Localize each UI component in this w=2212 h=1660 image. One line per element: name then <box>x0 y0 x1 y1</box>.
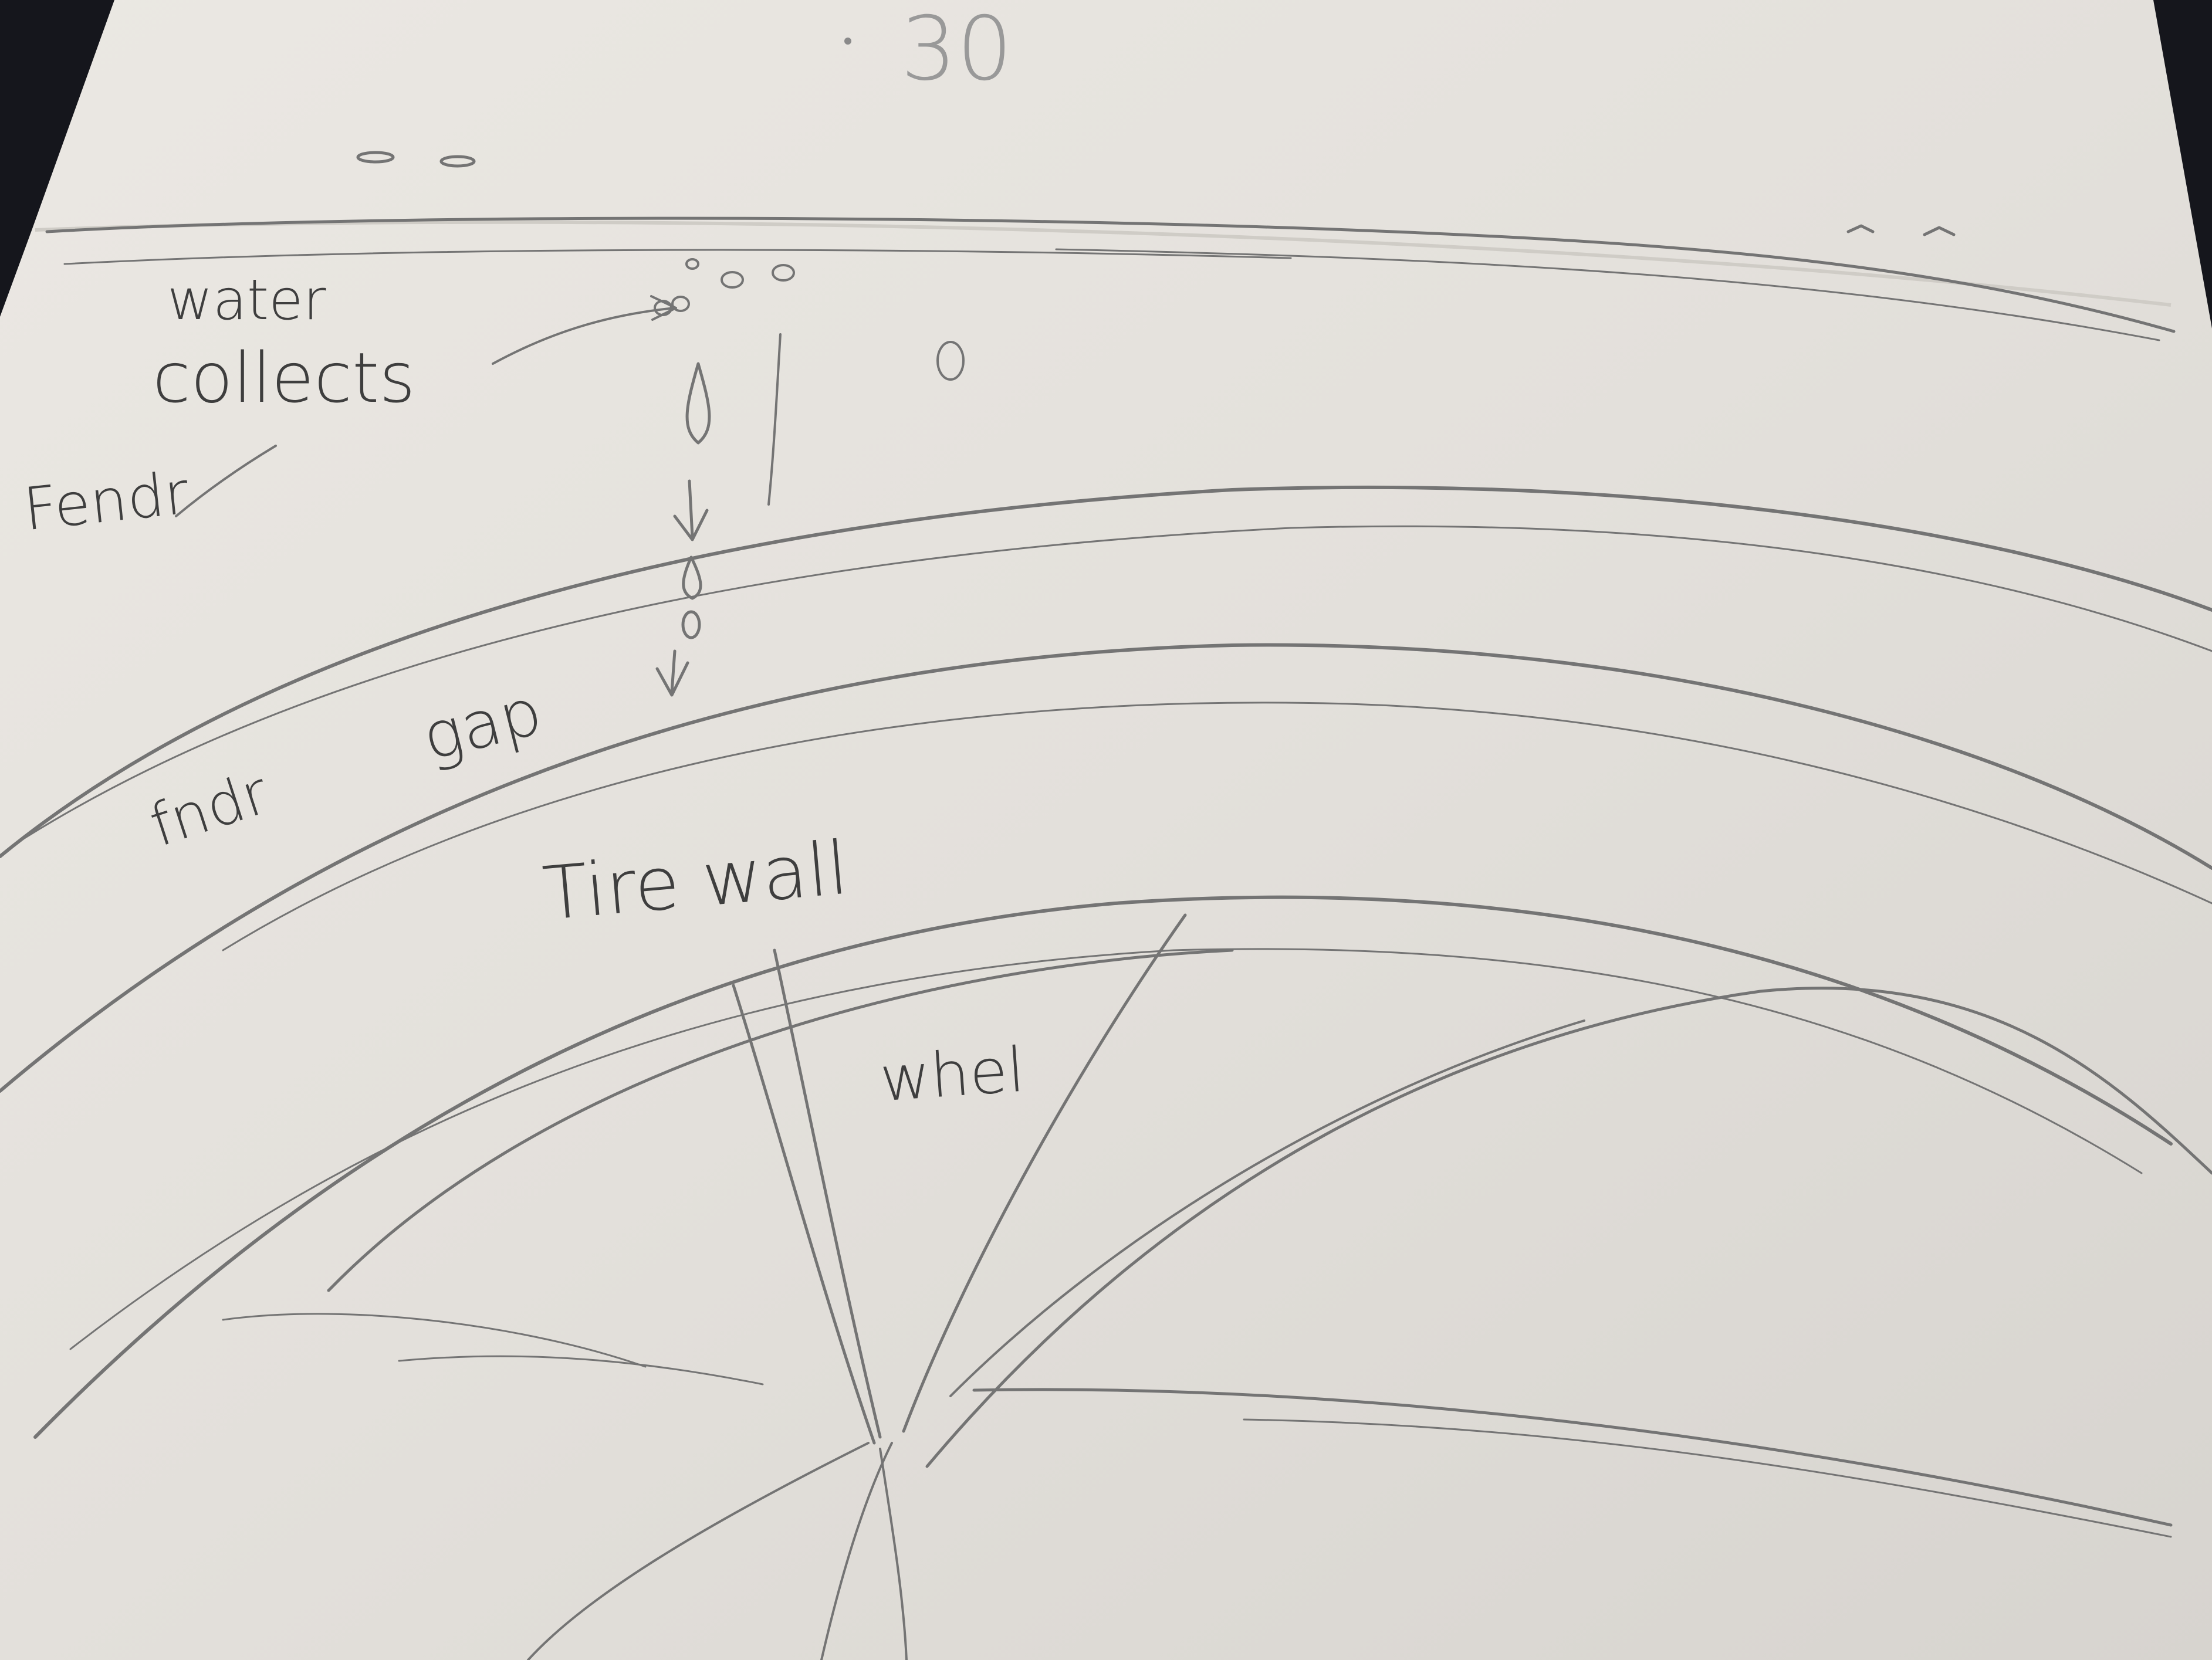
fender-pointer <box>175 445 277 517</box>
down-arrow-head <box>655 661 689 697</box>
wheel-spoke <box>902 913 1187 1433</box>
water-bubble <box>671 296 690 312</box>
water-bubble <box>772 264 795 282</box>
fender-outer-arc <box>0 485 2212 858</box>
top-mark <box>356 151 395 164</box>
water-arrow-head <box>650 295 677 321</box>
water-bubble <box>685 258 699 270</box>
page-number: 30 <box>901 0 1013 100</box>
top-surface-line-2 <box>63 249 1292 265</box>
water-bubble <box>721 271 744 289</box>
tire-wall-arc <box>33 895 2173 1439</box>
top-mark <box>1923 226 1956 236</box>
down-arrow-head <box>673 509 709 541</box>
label-fender-top: Fendr <box>20 458 192 544</box>
wheel-rim-line <box>222 1313 647 1368</box>
wheel-arc <box>925 987 2212 1468</box>
wheel-spoke <box>820 1442 893 1660</box>
down-arrow <box>670 649 677 694</box>
page-number-dot <box>844 38 851 45</box>
label-wheel: whel <box>878 1034 1027 1116</box>
wheel-spoke <box>879 1448 908 1660</box>
fender-inner-arc <box>0 643 2212 1093</box>
water-bubble <box>936 341 965 381</box>
label-collects: collects <box>153 337 415 418</box>
wheel-rim-line <box>1243 1418 2172 1538</box>
fender-outer-arc-2 <box>22 525 2212 840</box>
wheel-arc <box>949 1019 1585 1397</box>
falling-drop <box>682 555 702 600</box>
wheel-spoke <box>527 1442 870 1660</box>
top-mark <box>1846 224 1875 233</box>
down-arrow <box>688 479 694 538</box>
wheel-arc <box>327 948 1234 1292</box>
label-water: water <box>167 268 326 333</box>
top-surface-line <box>45 216 2176 333</box>
wheel-rim-line <box>972 1388 2173 1527</box>
falling-drop <box>681 610 701 639</box>
water-arrow <box>492 307 676 365</box>
wheel-spoke <box>732 984 876 1445</box>
wheel-rim-line <box>398 1355 764 1385</box>
top-surface-line-3 <box>1055 248 2160 341</box>
tire-wall-arc-2 <box>69 948 2143 1350</box>
wheel-spoke <box>773 948 882 1439</box>
fender-inner-arc-2 <box>222 702 2212 951</box>
drip-line <box>767 333 782 506</box>
pencil-strokes <box>0 151 2212 1660</box>
top-mark <box>439 155 476 168</box>
falling-drop <box>685 362 711 445</box>
